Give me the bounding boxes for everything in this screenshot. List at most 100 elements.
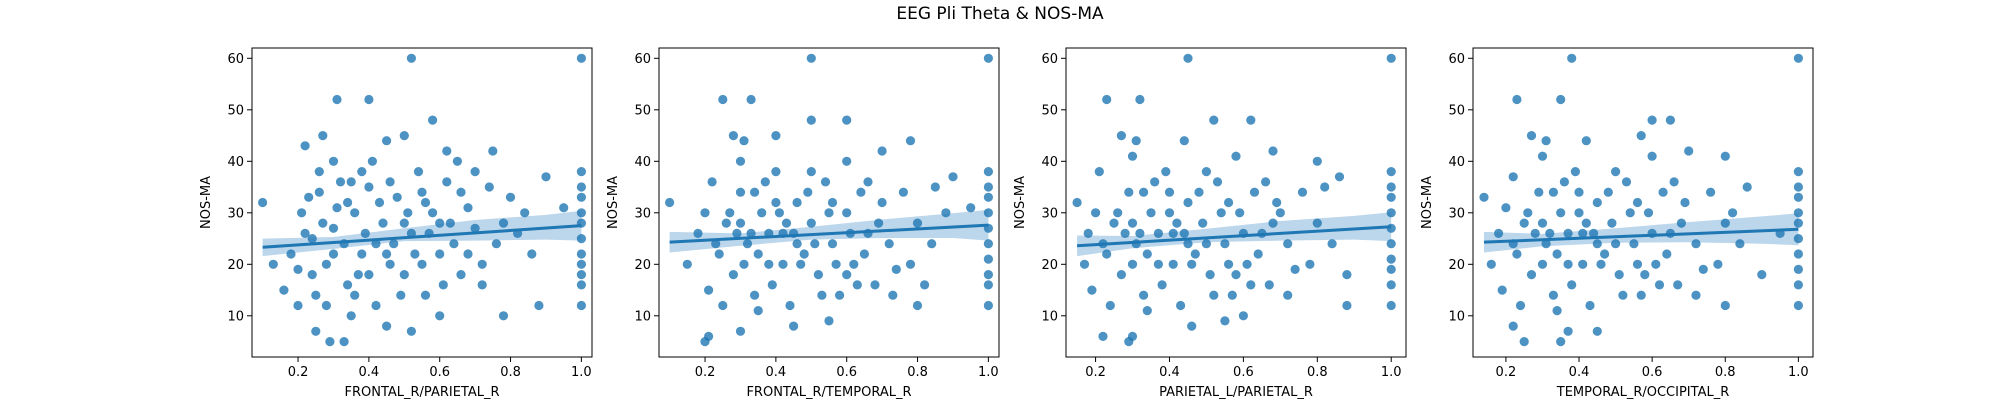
data-point	[877, 146, 887, 156]
data-point	[920, 280, 930, 290]
data-point	[1684, 146, 1694, 156]
data-point	[452, 156, 462, 166]
data-point	[1589, 228, 1599, 238]
data-point	[735, 156, 746, 166]
data-point	[576, 270, 587, 280]
data-point	[1508, 321, 1518, 331]
data-point	[314, 167, 324, 177]
x-axis-label: FRONTAL_R/TEMPORAL_R	[746, 385, 911, 400]
data-point	[1386, 182, 1396, 192]
data-point	[704, 285, 714, 295]
x-tick-label: 0.8	[1715, 365, 1736, 380]
data-point	[403, 208, 413, 218]
data-point	[1135, 94, 1145, 105]
data-point	[1548, 290, 1558, 300]
data-point	[700, 208, 710, 218]
data-point	[1662, 249, 1672, 259]
subplot-3: 0.2 0.4 0.6 0.8 1.0 10 20 30 40 50 60 PARIETAL_L/PA…	[1013, 47, 1407, 400]
data-point	[576, 192, 587, 202]
data-point	[346, 177, 356, 187]
data-point	[1611, 239, 1621, 249]
data-point	[1596, 259, 1606, 269]
data-point	[757, 208, 767, 218]
data-point	[1268, 146, 1278, 156]
x-tick-label: 0.2	[1085, 365, 1106, 380]
data-point	[1621, 177, 1632, 187]
data-point	[1735, 239, 1745, 249]
y-tick-label: 30	[1041, 206, 1058, 221]
data-point	[898, 187, 909, 197]
data-point	[1079, 259, 1090, 269]
data-point	[1548, 187, 1558, 197]
data-point	[983, 300, 994, 311]
data-point	[983, 167, 994, 177]
data-point	[1578, 228, 1588, 238]
data-point	[385, 259, 395, 269]
data-point	[1793, 218, 1803, 228]
data-point	[859, 249, 870, 259]
y-tick-label: 10	[1448, 309, 1465, 324]
data-point	[927, 239, 937, 249]
data-point	[1793, 53, 1803, 63]
data-point	[1669, 177, 1679, 187]
data-point	[842, 115, 852, 125]
data-point	[1109, 218, 1119, 228]
data-point	[1720, 218, 1730, 228]
data-point	[1127, 218, 1138, 228]
data-point	[297, 208, 307, 218]
data-point	[1574, 187, 1584, 197]
data-point	[1209, 115, 1219, 125]
data-point	[470, 167, 480, 177]
y-tick-label: 40	[634, 155, 651, 170]
data-point	[1647, 151, 1657, 161]
data-point	[449, 239, 459, 249]
data-point	[346, 311, 356, 321]
data-point	[771, 167, 781, 177]
data-point	[300, 228, 310, 238]
data-point	[1386, 167, 1396, 177]
data-point	[827, 239, 838, 249]
data-point	[1179, 136, 1189, 146]
data-point	[576, 280, 587, 290]
data-point	[410, 249, 420, 259]
data-point	[576, 208, 587, 218]
data-point	[1238, 311, 1248, 321]
data-point	[1231, 270, 1241, 280]
data-point	[321, 300, 331, 311]
data-point	[307, 270, 317, 280]
data-point	[792, 197, 802, 208]
data-point	[728, 131, 739, 141]
data-point	[382, 321, 392, 331]
data-point	[1153, 228, 1163, 238]
data-point	[884, 239, 894, 249]
data-point	[1600, 249, 1610, 259]
data-point	[824, 208, 834, 218]
data-point	[1479, 192, 1489, 202]
data-point	[1201, 167, 1211, 177]
y-axis-label: NOS-MA	[199, 176, 214, 229]
data-point	[1556, 208, 1566, 218]
data-point	[849, 259, 859, 269]
data-point	[742, 239, 753, 249]
data-point	[406, 53, 416, 63]
data-point	[877, 197, 887, 208]
y-tick-label: 10	[227, 309, 244, 324]
data-point	[1526, 270, 1537, 280]
data-point	[332, 203, 342, 213]
data-point	[789, 321, 799, 331]
data-point	[311, 326, 321, 336]
data-point	[258, 197, 268, 208]
data-point	[371, 239, 381, 249]
data-point	[1142, 306, 1152, 316]
data-point	[435, 311, 445, 321]
confidence-band	[1484, 213, 1799, 253]
x-axis-label: PARIETAL_L/PARIETAL_R	[1159, 385, 1313, 400]
data-point	[983, 53, 994, 63]
data-point	[948, 172, 958, 182]
data-point	[1139, 187, 1149, 197]
data-point	[1334, 172, 1345, 182]
data-point	[774, 208, 785, 218]
axes-frame	[251, 47, 593, 358]
data-point	[753, 306, 763, 316]
data-point	[721, 218, 731, 228]
